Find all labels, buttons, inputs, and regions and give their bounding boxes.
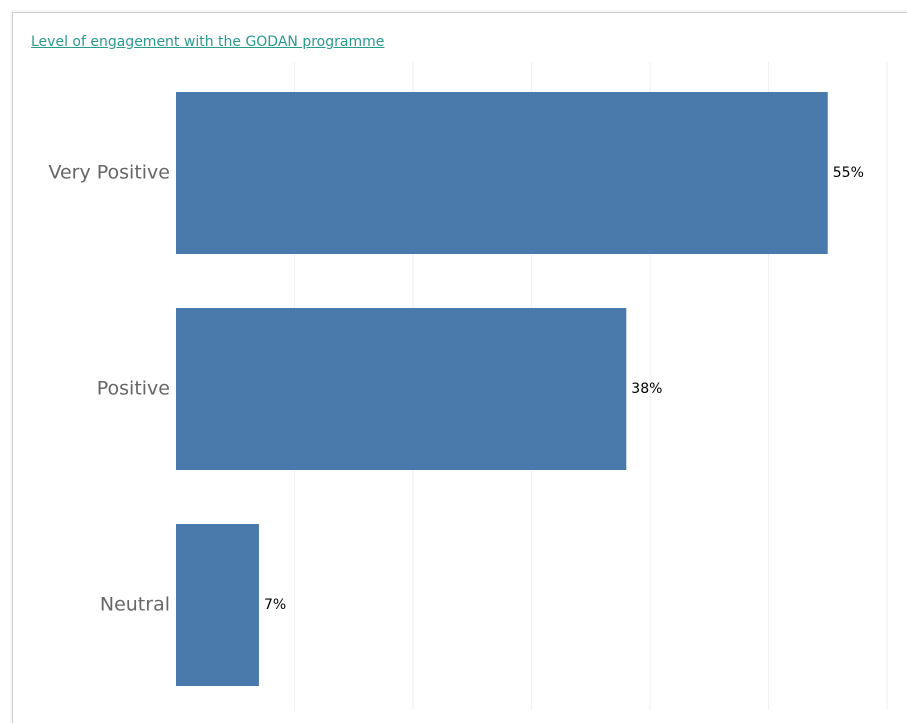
bar-very-positive[interactable] [176,92,828,254]
category-label: Positive [97,378,170,400]
value-label: 38% [631,381,662,397]
bar-positive[interactable] [176,308,627,470]
bar-neutral[interactable] [176,524,259,686]
category-label: Very Positive [48,162,170,184]
value-label: 55% [833,165,864,181]
category-label: Neutral [100,594,170,616]
value-labels: 55% 38% 7% [264,165,864,613]
chart-title[interactable]: Level of engagement with the GODAN progr… [31,34,385,50]
category-labels: Very Positive Positive Neutral [48,162,170,616]
value-label: 7% [264,597,286,613]
bars [176,92,828,686]
